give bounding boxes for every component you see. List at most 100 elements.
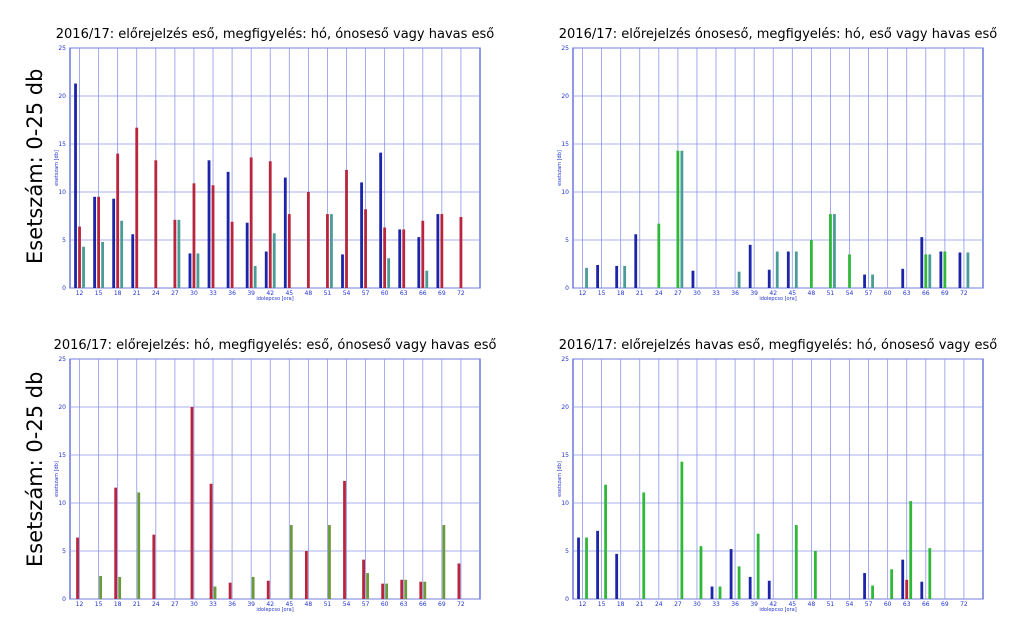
y-tick-label: 10 [58,500,66,507]
y-tick-label: 5 [565,237,569,244]
x-tick-label: 69 [438,290,446,297]
bar-teal-36 [737,271,741,288]
plot-area [69,358,481,600]
y-tick-label: 10 [561,500,569,507]
y-tick-label: 25 [561,45,569,52]
bar-blue-21 [131,234,135,288]
bar-blue-57 [863,274,866,288]
x-tick-label: 39 [750,601,758,608]
bar-blue-39 [748,244,752,288]
bar-red-60 [383,227,387,288]
y-tick-label: 0 [62,596,66,603]
x-tick-label: 72 [960,601,968,608]
bar-green-27 [676,150,680,288]
y-tick-label: 10 [561,189,569,196]
y-tick-label: 20 [561,404,569,411]
x-tick-label: 18 [617,601,625,608]
bar-teal-12 [82,246,85,288]
x-axis-label: idolepcso [ora] [759,607,796,613]
bar-red-48 [306,192,310,288]
bar-teal-12 [585,267,588,288]
x-tick-label: 12 [76,290,84,297]
bar-green-66 [928,548,932,599]
x-tick-label: 57 [362,601,370,608]
bar-blue-69 [939,251,943,288]
x-tick-label: 12 [579,290,587,297]
bar-red-15 [97,196,101,288]
x-tick-label: 42 [769,290,777,297]
bar-teal-27 [680,150,684,288]
bar-teal-42 [775,251,779,288]
y-tick-label: 15 [561,452,569,459]
bar-green-63 [909,501,913,599]
x-tick-label: 18 [114,601,122,608]
bar-green-30 [699,546,703,599]
bar-olive-18 [118,576,122,599]
y-tick-label: 0 [62,285,66,292]
bar-red-30 [190,407,194,599]
bar-teal-51 [330,214,333,288]
bar-green-60 [890,569,894,599]
bar-blue-39 [748,576,752,599]
bar-red-30 [192,183,196,288]
bar-teal-15 [101,241,105,288]
bar-teal-51 [833,214,836,288]
y-axis-label: esetszam [db] [557,461,563,497]
y-tick-label: 15 [561,141,569,148]
bar-green-54 [848,254,851,288]
chart-panel-1: 2016/17: előrejelzés eső, megfigyelés: h… [54,27,494,302]
y-axis-label: esetszam [db] [54,150,60,186]
bar-red-63 [905,579,909,599]
x-tick-label: 15 [95,601,103,608]
y-axis-label: esetszam [db] [54,461,60,497]
bar-red-27 [173,219,177,288]
bar-blue-33 [207,160,211,288]
y-tick-label: 20 [58,93,66,100]
bar-green-69 [943,251,947,288]
x-tick-label: 45 [285,290,293,297]
x-tick-label: 36 [731,601,739,608]
x-tick-label: 57 [362,290,370,297]
x-tick-label: 18 [114,290,122,297]
bar-red-24 [152,534,156,599]
bar-olive-57 [366,573,369,599]
bar-blue-36 [226,171,230,288]
y-tick-label: 25 [561,356,569,363]
bar-green-66 [924,254,928,288]
y-tick-label: 15 [58,452,66,459]
chart-panel-2: 2016/17: előrejelzés ónoseső, megfigyelé… [557,27,997,302]
y-axis-label: esetszam [db] [557,150,563,186]
x-tick-label: 48 [305,290,313,297]
bar-green-51 [829,214,832,288]
bar-olive-51 [328,525,331,599]
bar-blue-66 [920,237,924,288]
chart-panel-3: 2016/17: előrejelzés: hó, megfigyelés: e… [54,338,497,613]
bar-olive-39 [251,576,255,599]
bar-red-24 [154,160,158,288]
x-tick-label: 39 [247,601,255,608]
bar-blue-42 [767,580,771,599]
bar-blue-18 [615,553,619,599]
bar-red-21 [135,127,139,289]
x-tick-label: 51 [324,290,332,297]
bar-blue-66 [417,237,421,288]
x-tick-label: 18 [617,290,625,297]
x-tick-label: 69 [941,601,949,608]
x-tick-label: 24 [152,601,160,608]
bar-green-45 [794,525,798,599]
x-tick-label: 36 [228,290,236,297]
y-tick-label: 20 [561,93,569,100]
x-tick-label: 21 [133,601,141,608]
bar-red-18 [116,153,120,288]
x-tick-label: 30 [693,601,701,608]
bar-green-12 [585,537,588,599]
bar-olive-45 [289,525,293,599]
bar-red-57 [362,559,365,599]
bar-green-33 [718,586,722,599]
x-tick-label: 45 [285,601,293,608]
bar-red-66 [421,220,425,288]
bar-red-36 [230,221,234,288]
bar-blue-30 [188,253,192,288]
y-tick-label: 25 [58,356,66,363]
